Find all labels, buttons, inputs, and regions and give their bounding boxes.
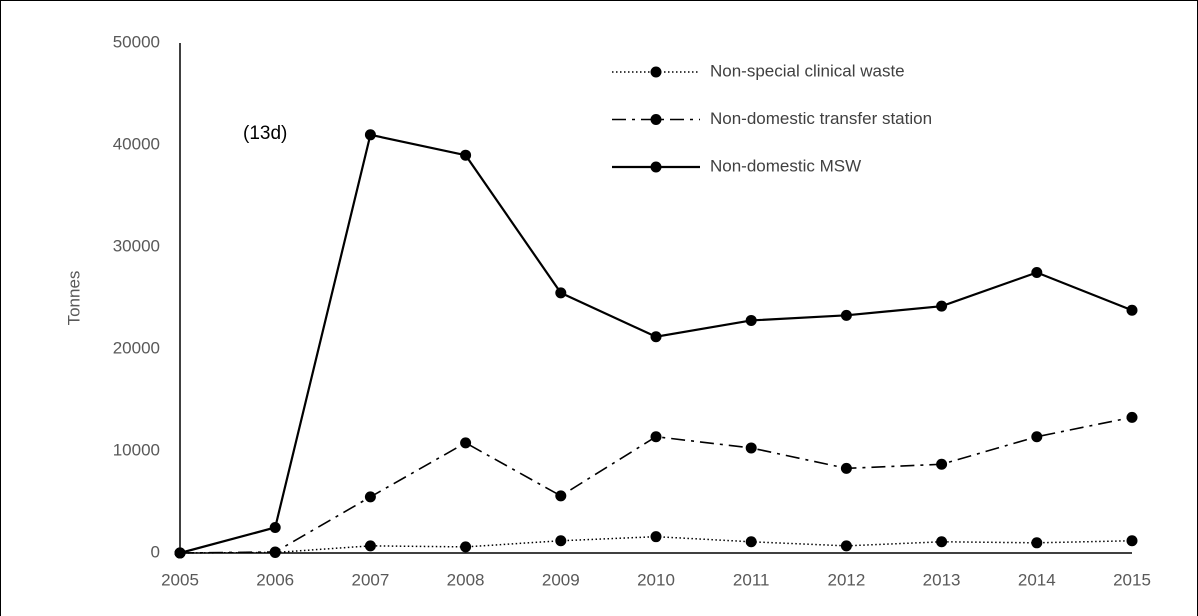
y-tick-label: 30000: [113, 236, 160, 255]
legend-label: Non-domestic transfer station: [710, 109, 932, 128]
x-tick-label: 2012: [827, 570, 865, 589]
data-point: [364, 540, 376, 552]
data-point: [555, 490, 567, 502]
data-point: [745, 442, 757, 454]
data-point: [1031, 267, 1043, 278]
data-point: [650, 431, 662, 443]
data-point: [650, 531, 662, 543]
data-point: [840, 309, 852, 321]
data-point: [936, 458, 948, 470]
data-point: [1126, 411, 1138, 423]
legend-label: Non-domestic MSW: [710, 156, 861, 175]
x-tick-label: 2006: [256, 570, 294, 589]
data-point: [364, 491, 376, 503]
x-tick-label: 2009: [542, 570, 580, 589]
annotation: (13d): [243, 123, 287, 144]
legend-marker: [650, 66, 662, 78]
data-point: [460, 541, 472, 553]
series-line: [179, 133, 1133, 555]
y-tick-label: 20000: [113, 338, 160, 357]
x-tick-label: 2005: [161, 570, 199, 589]
data-point: [269, 546, 281, 558]
legend-label: Non-special clinical waste: [710, 61, 905, 80]
data-point: [840, 540, 852, 552]
data-point: [555, 535, 567, 547]
legend-marker: [650, 161, 662, 173]
x-tick-label: 2010: [637, 570, 675, 589]
data-point: [1031, 431, 1043, 443]
data-point: [1031, 537, 1043, 549]
data-point: [840, 462, 852, 474]
legend-marker: [650, 114, 662, 125]
x-tick-label: 2008: [447, 570, 485, 589]
y-tick-label: 40000: [113, 134, 160, 153]
data-point: [460, 149, 472, 161]
data-point: [1126, 535, 1138, 547]
x-tick-label: 2007: [351, 570, 389, 589]
x-tick-label: 2014: [1018, 570, 1056, 589]
legend: Non-special clinical waste Non-domestic t…: [612, 61, 932, 175]
data-point: [555, 287, 567, 299]
data-point: [1126, 304, 1138, 316]
data-point: [936, 300, 948, 312]
y-tick-label: 0: [151, 542, 160, 561]
y-tick-label: 10000: [113, 440, 160, 459]
data-point: [936, 536, 948, 548]
x-tick-label: 2013: [923, 570, 961, 589]
data-point: [460, 437, 472, 449]
x-tick-label: 2015: [1113, 570, 1151, 589]
data-point: [174, 547, 186, 559]
data-point: [364, 129, 376, 141]
data-point: [650, 331, 662, 343]
y-axis-label: Tonnes: [64, 271, 83, 326]
data-point: [745, 536, 757, 548]
x-tick-label: 2011: [733, 570, 770, 589]
y-tick-label: 50000: [113, 32, 160, 51]
data-point: [745, 314, 757, 326]
data-point: [269, 522, 281, 533]
